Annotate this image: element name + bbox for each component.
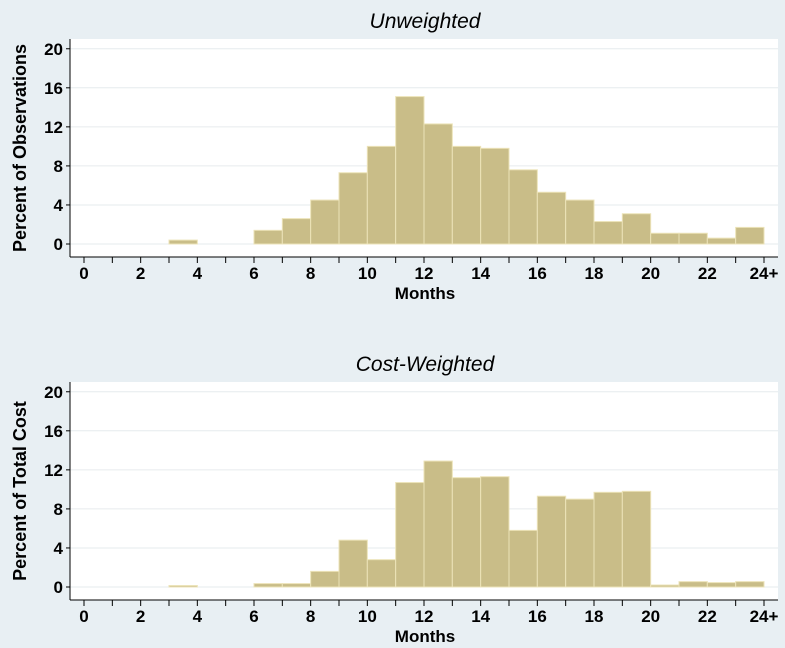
histogram-bar [735, 226, 765, 245]
x-tick-label: 22 [698, 607, 717, 626]
histogram-bar [735, 581, 765, 588]
bars [168, 460, 765, 588]
y-ticks: 0 4 8 12 16 20 [44, 383, 70, 597]
histogram-bar [621, 490, 652, 588]
x-tick-label: 0 [79, 607, 88, 626]
x-tick-label: 24+ [750, 264, 779, 283]
x-tick-label: 16 [528, 607, 547, 626]
x-axis-label: Months [395, 284, 455, 303]
y-axis-label: Percent of Observations [10, 44, 30, 252]
histogram-bar [168, 239, 198, 245]
histogram-bar [593, 221, 623, 245]
x-tick-label: 14 [471, 607, 490, 626]
x-tick-label: 0 [79, 264, 88, 283]
y-ticks: 0 4 8 12 16 20 [44, 40, 70, 254]
histogram-bar [310, 199, 340, 245]
x-tick-label: 18 [585, 264, 604, 283]
y-tick-label: 12 [44, 118, 63, 137]
y-tick-label: 16 [44, 79, 63, 98]
histogram-bar [423, 123, 453, 245]
histogram-bar [395, 482, 425, 588]
histogram-bar [253, 583, 283, 588]
panel-unweighted: Unweighted 0 4 8 12 16 20 0 2 4 6 8 10 12 14 16 18 20 22… [10, 10, 778, 303]
x-tick-label: 2 [136, 264, 145, 283]
histogram-bar [451, 477, 482, 588]
histogram-bar [281, 218, 312, 245]
x-tick-label: 10 [358, 264, 377, 283]
histogram-bar [536, 495, 567, 588]
histogram-bar [281, 583, 312, 588]
x-tick-label: 6 [249, 264, 258, 283]
x-tick-label: 18 [585, 607, 604, 626]
histogram-bar [366, 145, 397, 245]
histogram-bar [253, 229, 283, 245]
histogram-bar [678, 232, 708, 245]
histogram-bar [536, 191, 567, 245]
x-tick-label: 4 [193, 607, 203, 626]
y-tick-label: 20 [44, 383, 63, 402]
histogram-bar [650, 232, 680, 245]
y-tick-label: 12 [44, 461, 63, 480]
histogram-bar [395, 96, 425, 245]
histogram-bar [678, 581, 708, 588]
histogram-bar [565, 498, 595, 588]
histogram-bar [706, 237, 737, 245]
x-tick-label: 2 [136, 607, 145, 626]
panel-cost-weighted: Cost-Weighted 0 4 8 12 16 20 0 2 4 6 8 10 12 14 16 18 2… [10, 353, 778, 646]
y-axis-label: Percent of Total Cost [10, 401, 30, 581]
y-tick-label: 16 [44, 422, 63, 441]
chart-title: Cost-Weighted [356, 353, 496, 376]
x-ticks: 0 2 4 6 8 10 12 14 16 18 20 22 24+ [79, 600, 778, 626]
bars [168, 96, 765, 245]
y-tick-label: 20 [44, 40, 63, 59]
x-ticks: 0 2 4 6 8 10 12 14 16 18 20 22 24+ [79, 257, 778, 283]
x-tick-label: 8 [306, 607, 315, 626]
histogram-bar [565, 199, 595, 245]
histogram-bar [508, 529, 538, 588]
histogram-bar [621, 213, 652, 245]
histogram-bar [168, 585, 198, 588]
histogram-bar [508, 169, 538, 245]
histogram-bar [366, 559, 397, 588]
x-tick-label: 12 [415, 607, 434, 626]
y-tick-label: 4 [54, 196, 64, 215]
x-tick-label: 6 [249, 607, 258, 626]
histogram-bar [480, 147, 510, 245]
histogram-bar [310, 570, 340, 588]
x-axis-label: Months [395, 627, 455, 646]
chart-title: Unweighted [370, 10, 482, 33]
y-tick-label: 0 [54, 235, 63, 254]
histogram-bar [423, 460, 453, 588]
histogram-bar [650, 584, 680, 588]
y-tick-label: 0 [54, 578, 63, 597]
x-tick-label: 22 [698, 264, 717, 283]
x-tick-label: 10 [358, 607, 377, 626]
x-tick-label: 24+ [750, 607, 779, 626]
histogram-bar [338, 172, 368, 245]
x-tick-label: 8 [306, 264, 315, 283]
x-tick-label: 4 [193, 264, 203, 283]
x-tick-label: 16 [528, 264, 547, 283]
x-tick-label: 20 [641, 264, 660, 283]
histogram-bar [480, 476, 510, 588]
y-tick-label: 8 [54, 500, 63, 519]
x-tick-label: 20 [641, 607, 660, 626]
histogram-bar [451, 145, 482, 245]
histogram-bar [593, 491, 623, 588]
x-tick-label: 12 [415, 264, 434, 283]
histogram-bar [706, 582, 737, 588]
histogram-bar [338, 539, 368, 588]
y-tick-label: 8 [54, 157, 63, 176]
x-tick-label: 14 [471, 264, 490, 283]
y-tick-label: 4 [54, 539, 64, 558]
